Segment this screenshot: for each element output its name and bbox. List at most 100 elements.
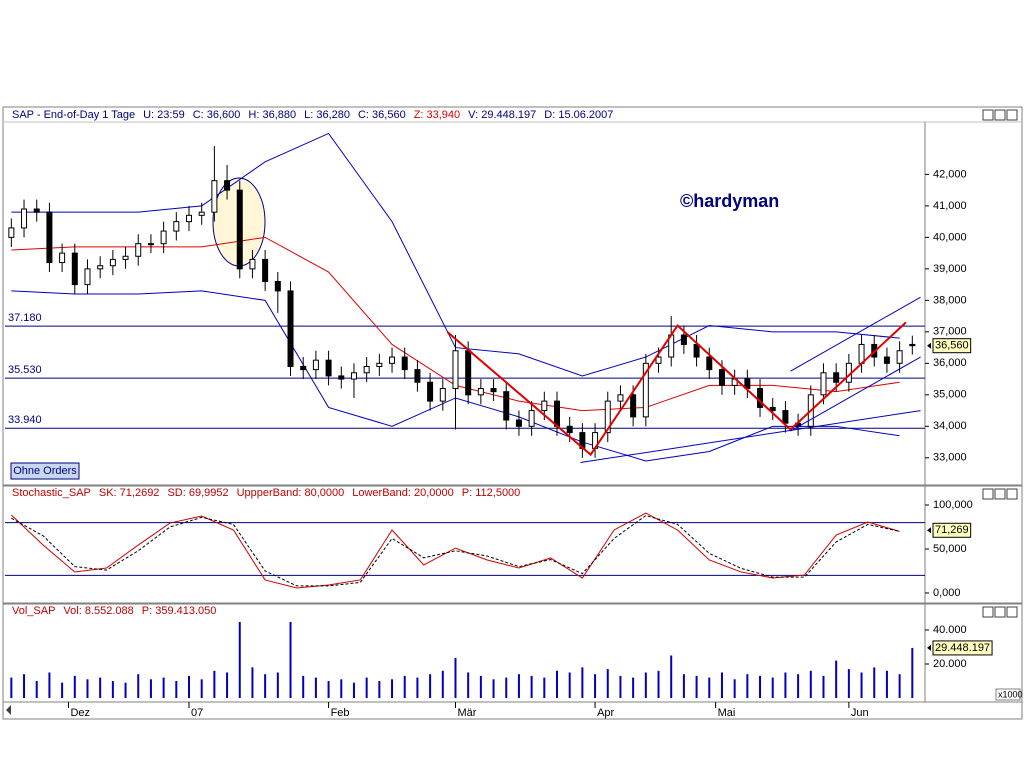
- candle-body: [490, 388, 497, 393]
- volume-bar: [99, 677, 102, 698]
- stochastic-line: [11, 515, 900, 587]
- candle-body: [97, 265, 104, 270]
- level-label: 35.530: [8, 364, 42, 376]
- volume-pane: [2, 603, 1023, 703]
- candle-body: [59, 252, 66, 264]
- header-item: SD: 69,9952: [167, 487, 228, 499]
- candle-body: [541, 400, 548, 412]
- candle-body: [757, 388, 764, 408]
- volume-bar: [644, 672, 647, 698]
- volume-bar: [467, 672, 470, 698]
- maximize-button[interactable]: [994, 109, 1006, 121]
- candle-body: [33, 208, 40, 213]
- volume-bar: [505, 677, 508, 698]
- candle-body: [896, 350, 903, 364]
- volume-bar: [340, 679, 343, 698]
- volume-bar: [784, 672, 787, 698]
- candle-body: [642, 362, 649, 418]
- header-item: Vol_SAP: [12, 605, 55, 617]
- volume-bar: [606, 669, 609, 698]
- candle-body: [452, 350, 459, 390]
- volume-bar: [479, 675, 482, 698]
- volume-bar: [556, 670, 558, 698]
- close-button[interactable]: [1006, 606, 1018, 618]
- volume-bar: [10, 677, 13, 698]
- candle-body: [477, 388, 484, 396]
- volume-bar: [264, 674, 267, 698]
- volume-bar: [771, 677, 774, 698]
- candle-body: [135, 243, 142, 257]
- y-tick-label: 41,000: [933, 200, 967, 212]
- scroll-arrow[interactable]: [6, 705, 11, 715]
- volume-bar: [873, 667, 876, 698]
- x-tick-label: Jun: [851, 707, 869, 719]
- maximize-button[interactable]: [994, 488, 1006, 500]
- candle-body: [376, 362, 383, 367]
- candle-body: [439, 388, 446, 402]
- volume-bar: [124, 682, 127, 698]
- candle-body: [21, 208, 28, 229]
- candle-body: [414, 369, 421, 383]
- minimize-button[interactable]: [982, 606, 994, 618]
- minimize-button[interactable]: [982, 109, 994, 121]
- candle-body: [718, 369, 725, 386]
- level-label: 37.180: [8, 312, 42, 324]
- volume-bar: [454, 658, 457, 698]
- candle-body: [465, 350, 472, 396]
- candle-body: [122, 255, 129, 260]
- date-axis: [2, 701, 1023, 720]
- candle-body: [528, 410, 535, 427]
- unit-box: [995, 688, 1021, 701]
- candle-body: [566, 425, 573, 434]
- volume-bar: [391, 679, 394, 698]
- volume-bar: [581, 667, 584, 698]
- volume-bar: [365, 677, 368, 698]
- header-item: C: 36,560: [358, 109, 406, 121]
- maximize-button[interactable]: [994, 606, 1006, 618]
- volume-bar: [441, 670, 444, 698]
- volume-bar: [695, 675, 698, 698]
- last-value-arrow: [927, 527, 931, 534]
- volume-bar: [619, 675, 622, 698]
- last-value-label: 71,269: [935, 524, 969, 536]
- trendline: [580, 410, 921, 464]
- close-button[interactable]: [1006, 488, 1018, 500]
- volume-bar: [23, 674, 26, 698]
- volume-bar: [517, 674, 520, 698]
- volume-bar: [809, 670, 812, 698]
- candle-body: [211, 180, 218, 213]
- volume-bar: [682, 674, 685, 698]
- stochastic-plot: [5, 512, 925, 589]
- volume-bar: [835, 660, 838, 698]
- x-tick-label: Mär: [457, 707, 476, 719]
- candle-body: [706, 356, 713, 371]
- volume-bar: [276, 672, 279, 698]
- pane-header: Vol_SAP Vol: 8.552.088 P: 359.413.050: [12, 605, 216, 617]
- volume-bar: [708, 677, 711, 698]
- volume-bar: [746, 674, 749, 698]
- header-item: U: 23:59: [143, 109, 185, 121]
- volume-bar: [35, 680, 38, 698]
- x-tick-label: Mai: [718, 707, 736, 719]
- volume-bar: [200, 679, 203, 698]
- last-value-box: [932, 640, 993, 656]
- candle-body: [680, 334, 687, 345]
- close-button[interactable]: [1006, 109, 1018, 121]
- header-item: L: 36,280: [304, 109, 350, 121]
- minimize-button[interactable]: [982, 488, 994, 500]
- candle-body: [820, 372, 827, 396]
- orders-button[interactable]: [10, 462, 80, 480]
- volume-bar: [327, 680, 330, 698]
- price-plot: [5, 132, 925, 464]
- last-value-label: 36,560: [935, 340, 969, 352]
- volume-bar: [238, 622, 241, 698]
- header-item: UppperBand: 80,0000: [237, 487, 345, 499]
- y-tick-label: 50,000: [933, 543, 967, 555]
- orders-button-label[interactable]: Ohne Orders: [13, 465, 77, 477]
- volume-bar: [403, 675, 406, 698]
- candle-body: [782, 410, 789, 424]
- candle-body: [236, 189, 243, 270]
- candle-body: [858, 343, 865, 364]
